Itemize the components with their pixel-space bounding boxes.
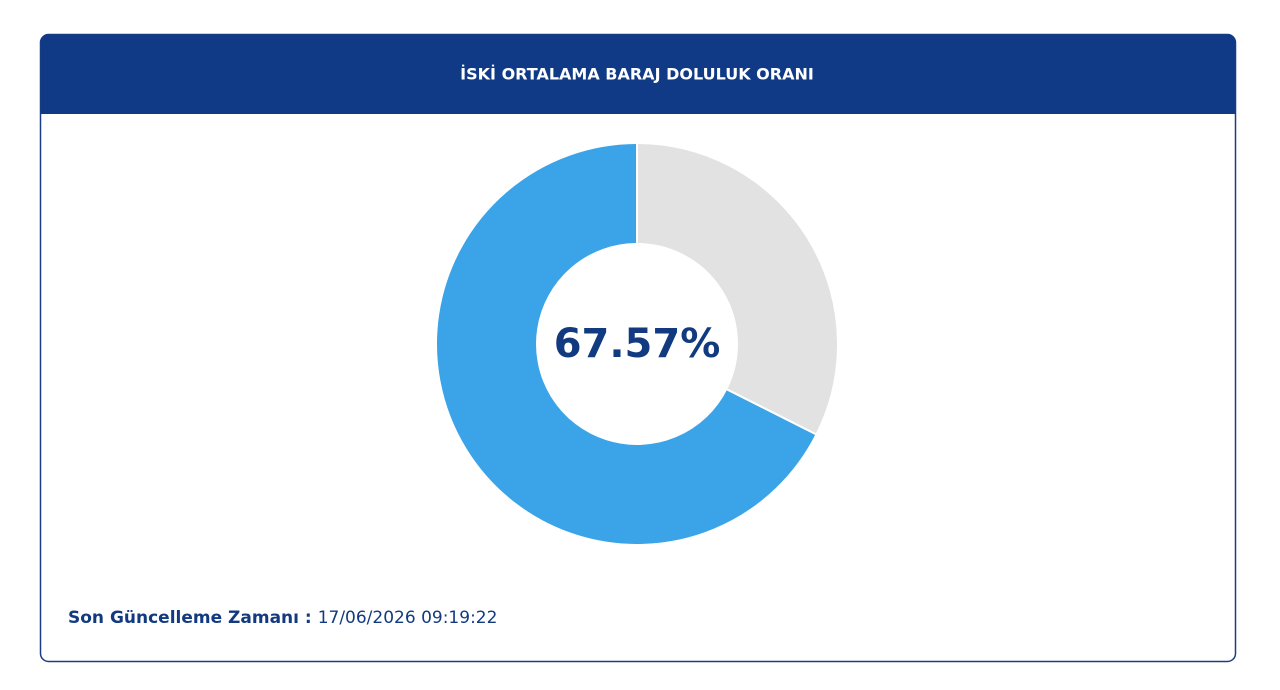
donut-segment <box>636 141 839 436</box>
footer-timestamp: 17/06/2026 09:19:22 <box>318 608 498 628</box>
footer-label: Son Güncelleme Zamanı : <box>68 608 312 628</box>
center-label: 67.57% <box>554 321 721 367</box>
donut-segment <box>435 141 818 546</box>
donut: 67.57% <box>435 141 839 546</box>
card-title: İSKİ ORTALAMA BARAJ DOLULUK ORANI <box>460 65 814 84</box>
footer: Son Güncelleme Zamanı : 17/06/2026 09:19:… <box>68 608 497 628</box>
card-header <box>40 34 1236 114</box>
